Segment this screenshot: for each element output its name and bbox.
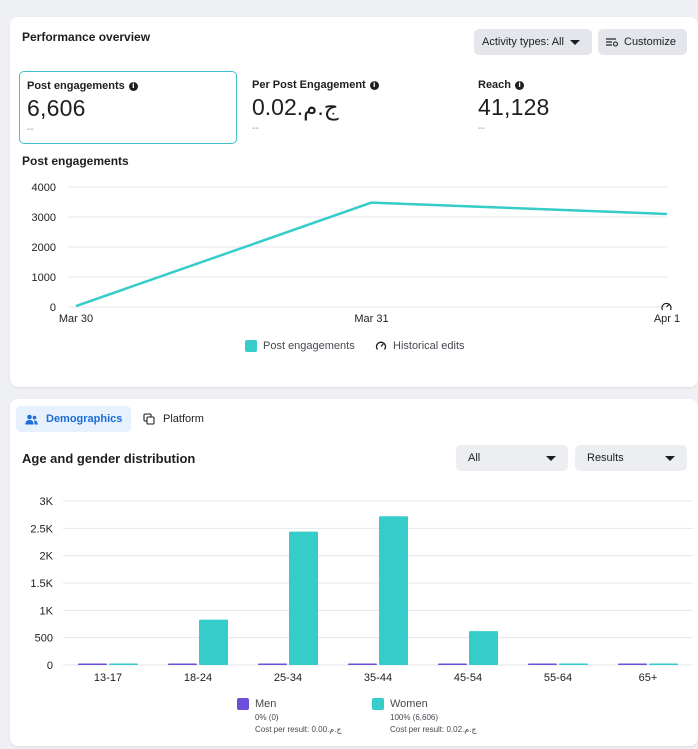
info-icon[interactable]: i	[369, 80, 379, 90]
metric-label: Per Post Engagement	[252, 79, 366, 91]
metric-label: Reach	[478, 79, 512, 91]
y-tick-label: 2000	[32, 242, 56, 254]
metric-value: 41,128	[478, 94, 550, 120]
y-tick-label: 3000	[32, 212, 56, 224]
y-tick-label: 2.5K	[30, 523, 53, 535]
tab-demographics[interactable]: Demographics	[16, 406, 132, 432]
y-tick-label: 2K	[40, 551, 54, 563]
customize-icon	[606, 38, 618, 47]
chevron-down-icon	[665, 455, 675, 461]
x-tick-label: 18-24	[184, 672, 212, 684]
legend-label: Women	[390, 698, 428, 710]
legend-cost: Cost per result: 0.02ج.م.‏	[390, 725, 477, 734]
line-legend-series[interactable]: Post engagements	[245, 340, 355, 352]
bar-women-18-24	[199, 619, 228, 665]
y-tick-label: 1K	[40, 605, 54, 617]
x-tick-label: 35-44	[364, 672, 392, 684]
customize-button[interactable]: Customize	[598, 29, 687, 55]
legend-women[interactable]: Women 100% (6,606) Cost per result: 0.02…	[372, 698, 477, 736]
metric-per-post-engagement[interactable]: Per Post Engagement i 0.02ج.م.‏ --	[245, 71, 463, 144]
customize-label: Customize	[624, 36, 676, 48]
metric-delta: --	[27, 124, 34, 135]
line-legend-historical[interactable]: Historical edits	[375, 340, 465, 352]
y-tick-label: 0	[47, 660, 53, 672]
icon-needle	[666, 304, 670, 308]
x-tick-label: 55-64	[544, 672, 572, 684]
metric-delta: --	[478, 123, 485, 134]
performance-overview-card: Performance overview Activity types: All…	[10, 17, 698, 387]
info-icon[interactable]: i	[515, 80, 525, 90]
metric-select[interactable]: Results	[575, 445, 687, 471]
y-tick-label: 1.5K	[30, 578, 53, 590]
icon-arc	[661, 302, 672, 311]
metric-value: 6,606	[27, 95, 86, 121]
bar-men-65+	[618, 663, 647, 665]
section-title: Age and gender distribution	[22, 451, 196, 466]
legend-swatch	[237, 698, 249, 710]
legend-label: Post engagements	[263, 340, 355, 352]
bar-women-13-17	[109, 663, 138, 665]
activity-types-label: Activity types: All	[482, 36, 564, 48]
historical-edits-icon	[375, 341, 387, 350]
bar-men-45-54	[438, 663, 467, 665]
metric-post-engagements[interactable]: Post engagements i 6,606 --	[19, 71, 237, 144]
bar-women-35-44	[379, 516, 408, 665]
legend-percentage: 0% (0)	[255, 713, 279, 722]
x-tick-label: 65+	[639, 672, 658, 684]
legend-swatch	[245, 340, 257, 352]
age-gender-bar-chart: 0 500 1K 1.5K 2K 2.5K 3K 13-17 18-24 25-34 35-44 45…	[30, 496, 693, 684]
bar-women-25-34	[289, 531, 318, 665]
x-tick-label: 45-54	[454, 672, 482, 684]
series-line	[75, 201, 668, 308]
chevron-down-icon	[546, 455, 556, 461]
post-engagements-line-chart: 0 1000 2000 3000 4000 Mar 30 Mar 31 Apr 1	[32, 182, 681, 325]
x-tick-label: 13-17	[94, 672, 122, 684]
bar-women-65+	[649, 663, 678, 665]
activity-types-dropdown[interactable]: Activity types: All	[474, 29, 592, 55]
y-tick-label: 500	[35, 633, 53, 645]
historical-edits-icon	[661, 302, 672, 311]
legend-percentage: 100% (6,606)	[390, 713, 439, 722]
y-tick-label: 3K	[40, 496, 54, 508]
y-tick-label: 0	[50, 302, 56, 314]
y-tick-label: 1000	[32, 272, 56, 284]
metric-reach[interactable]: Reach i 41,128 --	[471, 71, 689, 144]
legend-label: Men	[255, 698, 277, 710]
tab-label: Demographics	[46, 413, 123, 425]
x-tick-label: Apr 1	[654, 313, 680, 325]
x-tick-label: Mar 30	[59, 313, 93, 325]
y-tick-label: 4000	[32, 182, 56, 194]
legend-swatch	[372, 698, 384, 710]
bar-women-45-54	[469, 631, 498, 665]
legend-cost: Cost per result: 0.00ج.م.‏	[255, 725, 342, 734]
demographics-card: Demographics Platform Age and gender dis…	[10, 399, 698, 746]
x-tick-label: Mar 31	[354, 313, 388, 325]
legend-men[interactable]: Men 0% (0) Cost per result: 0.00ج.م.‏	[237, 698, 342, 736]
chart-title: Post engagements	[22, 154, 129, 168]
metric-value: 0.02ج.م.‏	[252, 94, 339, 120]
metric-label: Post engagements	[27, 80, 125, 92]
tab-label: Platform	[163, 413, 204, 425]
bar-men-18-24	[168, 663, 197, 665]
bar-men-35-44	[348, 663, 377, 665]
chevron-down-icon	[569, 39, 580, 45]
audience-filter-select[interactable]: All	[456, 445, 568, 471]
metric-delta: --	[252, 123, 259, 134]
bar-men-13-17	[78, 663, 107, 665]
people-icon	[25, 414, 38, 424]
select-value: Results	[587, 452, 624, 464]
bar-women-55-64	[559, 663, 588, 665]
platform-icon	[143, 413, 155, 425]
section-title: Performance overview	[22, 30, 151, 44]
legend-label: Historical edits	[393, 340, 465, 352]
bar-men-55-64	[528, 663, 557, 665]
x-tick-label: 25-34	[274, 672, 302, 684]
info-icon[interactable]: i	[128, 81, 138, 91]
bar-men-25-34	[258, 663, 287, 665]
select-value: All	[468, 452, 481, 464]
tab-platform[interactable]: Platform	[134, 406, 213, 432]
